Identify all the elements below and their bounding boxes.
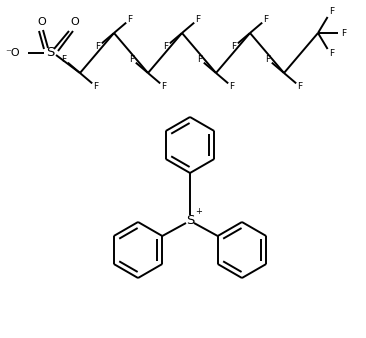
Text: S: S [186, 214, 194, 226]
Text: O: O [38, 17, 46, 27]
Text: F: F [229, 82, 235, 91]
Text: F: F [130, 55, 135, 64]
Text: F: F [341, 28, 347, 38]
Text: +: + [195, 207, 202, 216]
Text: S: S [46, 47, 54, 59]
Text: F: F [298, 82, 303, 91]
Text: ⁻O: ⁻O [5, 48, 20, 58]
Text: F: F [329, 7, 334, 17]
Text: O: O [71, 17, 79, 27]
Text: F: F [96, 42, 101, 51]
Text: F: F [195, 15, 201, 24]
Text: F: F [329, 49, 334, 58]
Text: F: F [161, 82, 167, 91]
Text: F: F [231, 42, 236, 51]
Text: F: F [264, 15, 269, 24]
Text: F: F [164, 42, 169, 51]
Text: F: F [61, 55, 67, 64]
Text: F: F [127, 15, 132, 24]
Text: F: F [265, 55, 270, 64]
Text: F: F [93, 82, 98, 91]
Text: F: F [197, 55, 202, 64]
